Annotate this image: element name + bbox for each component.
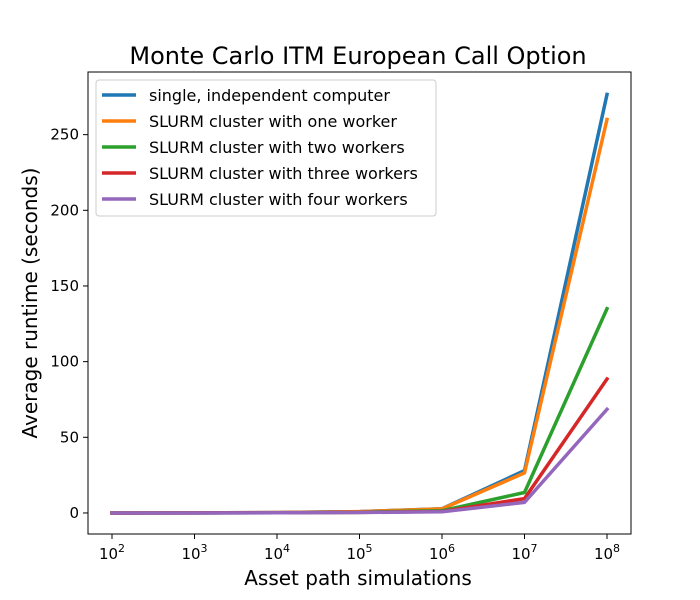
legend-label: single, independent computer: [149, 86, 390, 105]
x-tick-exponent: 4: [283, 542, 290, 555]
legend-box: [95, 79, 437, 217]
y-tick-label: 200: [50, 201, 79, 219]
series-line-5: [110, 406, 610, 515]
y-axis: 0 50 100 150 200 250: [50, 126, 88, 522]
y-tick-label: 250: [50, 126, 79, 144]
x-tick-base: 10: [511, 545, 530, 563]
x-tick-base: 10: [594, 545, 613, 563]
x-tick-label: 108: [594, 542, 620, 563]
x-tick-exponent: 6: [448, 542, 455, 555]
x-tick-exponent: 8: [613, 542, 620, 555]
plot-area: [110, 92, 610, 515]
x-tick-label: 102: [99, 542, 125, 563]
x-tick-exponent: 5: [366, 542, 373, 555]
legend: single, independent computer SLURM cluste…: [95, 79, 437, 217]
x-tick-exponent: 3: [201, 542, 208, 555]
x-tick-label: 104: [264, 542, 290, 563]
x-tick-base: 10: [99, 545, 118, 563]
chart-title: Monte Carlo ITM European Call Option: [129, 42, 586, 70]
y-tick-label: 150: [50, 277, 79, 295]
y-axis-title: Average runtime (seconds): [18, 168, 42, 439]
x-tick-label: 107: [511, 542, 537, 563]
x-tick-base: 10: [181, 545, 200, 563]
y-tick-label: 100: [50, 353, 79, 371]
x-axis: 102 103 104 105 106 107 108: [99, 534, 620, 563]
x-axis-title: Asset path simulations: [244, 566, 472, 590]
y-tick-label: 50: [60, 428, 79, 446]
x-tick-base: 10: [264, 545, 283, 563]
x-tick-label: 106: [429, 542, 455, 563]
x-tick-label: 105: [346, 542, 372, 563]
legend-label: SLURM cluster with four workers: [149, 190, 408, 209]
series-line-3: [110, 306, 610, 515]
y-tick-label: 0: [69, 504, 79, 522]
x-tick-exponent: 2: [118, 542, 125, 555]
legend-label: SLURM cluster with one worker: [149, 112, 397, 131]
legend-label: SLURM cluster with two workers: [149, 138, 405, 157]
x-tick-exponent: 7: [531, 542, 538, 555]
x-tick-label: 103: [181, 542, 207, 563]
x-tick-base: 10: [346, 545, 365, 563]
legend-label: SLURM cluster with three workers: [149, 164, 418, 183]
x-tick-base: 10: [429, 545, 448, 563]
